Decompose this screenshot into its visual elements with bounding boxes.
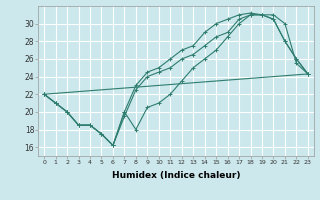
X-axis label: Humidex (Indice chaleur): Humidex (Indice chaleur) bbox=[112, 171, 240, 180]
